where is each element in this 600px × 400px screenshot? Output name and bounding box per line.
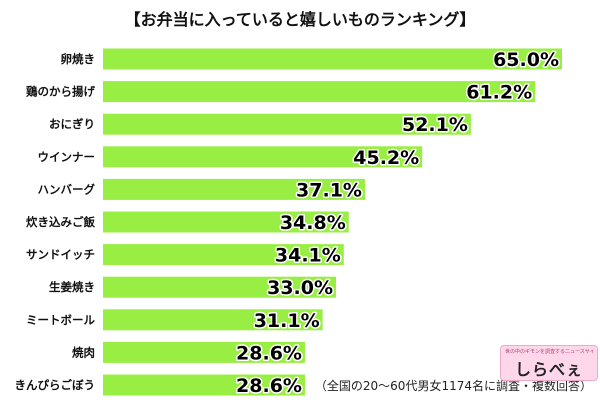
chart-title: 【お弁当に入っていると嬉しいものランキング】	[124, 10, 476, 29]
value-label: 65.0%	[493, 49, 559, 71]
category-label: 生姜焼き	[49, 280, 95, 294]
shirabee-logo: 世の中のギモンを調査するニュースサイト しらべぇ	[500, 345, 598, 381]
bar	[103, 341, 305, 363]
bar	[103, 374, 305, 396]
bar	[103, 276, 337, 298]
logo-text: しらべぇ	[514, 360, 583, 379]
bar	[103, 146, 423, 168]
category-label: ミートボール	[26, 313, 95, 327]
bar	[103, 211, 349, 233]
logo-tagline: 世の中のギモンを調査するニュースサイト	[505, 349, 593, 355]
bar	[103, 113, 471, 135]
value-label: 33.0%	[267, 277, 333, 299]
bar	[103, 309, 323, 331]
category-label: サンドイッチ	[26, 248, 95, 262]
bar	[103, 81, 536, 103]
value-label: 28.6%	[236, 375, 302, 397]
value-label: 52.1%	[402, 114, 468, 136]
category-label: ハンバーグ	[38, 182, 96, 196]
value-label: 31.1%	[254, 310, 320, 332]
category-label: おにぎり	[49, 117, 95, 131]
bar	[103, 48, 562, 70]
category-label: 炊き込みご飯	[26, 215, 95, 229]
value-label: 45.2%	[353, 147, 419, 169]
category-label: 焼肉	[72, 345, 95, 359]
category-label: 卵焼き	[61, 52, 96, 66]
category-label: ウインナー	[38, 150, 96, 164]
value-label: 61.2%	[466, 82, 532, 104]
category-label: きんぴらごぼう	[15, 378, 96, 392]
category-label: 鶏のから揚げ	[26, 85, 95, 99]
chart-footnote: （全国の20～60代男女1174名に調査・複数回答）	[314, 379, 592, 393]
value-label: 28.6%	[236, 342, 302, 364]
bar	[103, 244, 344, 266]
value-label: 34.8%	[280, 212, 346, 234]
value-label: 37.1%	[296, 179, 362, 201]
value-label: 34.1%	[275, 245, 341, 267]
bar	[103, 178, 365, 200]
